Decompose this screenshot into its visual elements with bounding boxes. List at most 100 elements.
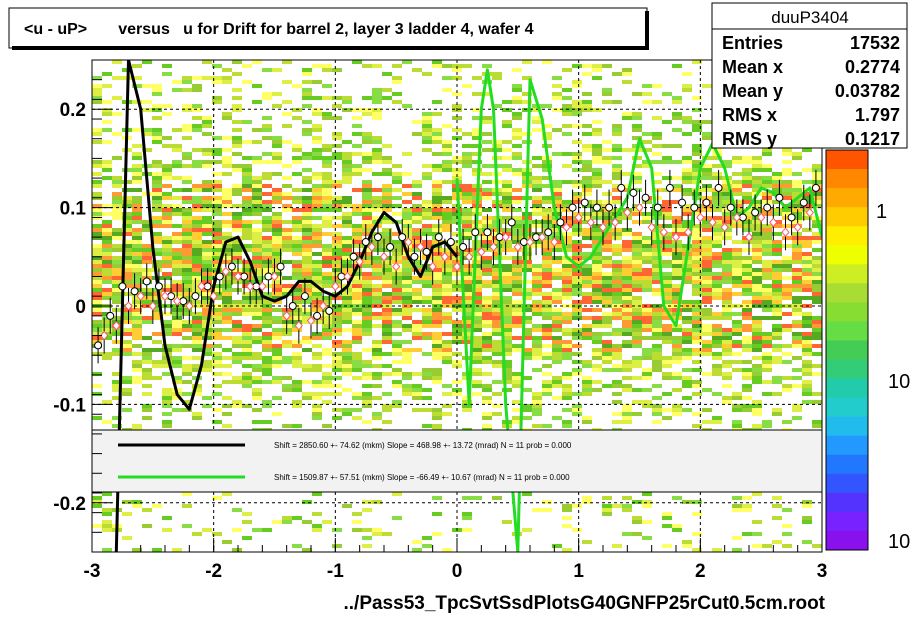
stats-value-2: 0.03782	[835, 81, 900, 101]
stats-value-0: 17532	[850, 33, 900, 53]
point-pink-30	[465, 252, 474, 262]
colorbar-cell-8	[826, 302, 868, 322]
point-pink-10	[221, 266, 230, 277]
point-black-43	[617, 183, 626, 192]
colorbar-label-1: 1	[876, 201, 887, 223]
stats-label-4: RMS y	[722, 129, 777, 149]
point-pink-25	[404, 237, 413, 247]
point-black-4	[142, 277, 151, 286]
axes: -3 -2 -1 0 1 2 3 -0.2 -0.1 0 0.1 0.2	[53, 59, 828, 582]
point-black-58	[799, 198, 808, 207]
point-black-57	[787, 213, 796, 222]
point-pink-7	[185, 301, 194, 311]
x-tick-label-2: -1	[327, 561, 344, 582]
point-black-2	[118, 282, 127, 291]
colorbar-cell-20	[826, 530, 868, 551]
point-pink-4	[148, 301, 157, 311]
point-black-23	[373, 233, 382, 242]
point-pink-49	[696, 212, 705, 223]
point-pink-2	[124, 301, 133, 311]
colorbar-cell-7	[826, 283, 868, 303]
colorbar-cell-11	[826, 359, 868, 380]
point-pink-57	[793, 222, 802, 233]
point-pink-34	[513, 242, 522, 252]
point-pink-42	[611, 217, 620, 228]
colorbar-cell-13	[826, 397, 868, 418]
stats-label-3: RMS x	[722, 105, 777, 125]
point-pink-8	[197, 281, 206, 292]
point-pink-19	[331, 281, 340, 292]
point-black-26	[410, 252, 419, 261]
point-pink-46	[659, 227, 668, 237]
point-pink-52	[732, 212, 741, 223]
point-pink-50	[708, 217, 717, 228]
legend: Shift = 2850.60 +- 74.62 (mkm) Slope = 4…	[91, 429, 823, 493]
point-black-54	[751, 208, 760, 217]
point-pink-53	[744, 232, 754, 242]
colorbar-frame	[825, 149, 869, 551]
point-pink-0	[100, 330, 109, 341]
point-black-38	[556, 218, 565, 227]
point-pink-28	[440, 252, 449, 262]
point-pink-41	[598, 222, 608, 233]
point-pink-27	[428, 261, 437, 272]
point-black-19	[325, 306, 334, 315]
point-black-45	[641, 193, 650, 202]
point-pink-39	[574, 212, 583, 223]
colorbar-cell-12	[826, 378, 868, 399]
point-black-11	[227, 262, 236, 271]
point-pink-33	[501, 232, 510, 242]
point-pink-11	[233, 271, 243, 282]
point-black-44	[629, 188, 638, 197]
point-black-27	[422, 247, 431, 256]
colorbar-cell-14	[826, 416, 868, 437]
point-pink-44	[635, 202, 644, 213]
point-pink-14	[270, 271, 279, 282]
stats-value-1: 0.2774	[845, 57, 900, 77]
colorbar-cell-1	[826, 169, 868, 189]
point-pink-18	[319, 301, 328, 311]
colorbar-cell-3	[826, 207, 868, 227]
point-black-18	[313, 311, 322, 320]
point-pink-31	[477, 247, 486, 257]
point-black-5	[154, 282, 163, 291]
point-black-0	[94, 341, 103, 350]
point-pink-26	[416, 242, 425, 252]
point-pink-54	[757, 212, 766, 223]
point-pink-21	[355, 256, 364, 267]
colorbar-cell-16	[826, 454, 868, 475]
colorbar-cell-10	[826, 340, 868, 361]
point-pink-35	[525, 237, 535, 247]
point-pink-17	[306, 316, 316, 326]
stats-label-0: Entries	[722, 33, 783, 53]
x-tick-label-4: 1	[573, 561, 584, 582]
point-pink-12	[246, 281, 255, 292]
data-points	[94, 169, 820, 364]
point-pink-13	[258, 281, 267, 292]
point-black-39	[568, 203, 577, 212]
point-pink-55	[769, 217, 778, 228]
point-pink-43	[623, 207, 632, 218]
point-pink-24	[392, 261, 401, 272]
colorbar-label-10a: 10	[888, 371, 910, 393]
colorbar-cell-18	[826, 492, 868, 513]
colorbar-cell-19	[826, 511, 868, 532]
point-pink-9	[209, 291, 218, 301]
colorbar-cell-0	[826, 150, 868, 170]
point-black-47	[665, 183, 674, 192]
colorbar-label-10b: 10	[888, 531, 910, 553]
point-black-41	[592, 203, 601, 212]
point-black-30	[459, 242, 468, 251]
colorbar-cell-2	[826, 188, 868, 208]
point-black-21	[349, 252, 358, 261]
point-pink-32	[489, 242, 498, 252]
point-black-10	[215, 272, 224, 281]
y-tick-label-2: 0	[75, 297, 86, 318]
x-tick-label-6: 3	[817, 561, 828, 582]
y-tick-label-0: -0.2	[53, 494, 86, 515]
colorbar-labels: 1 10 10	[876, 201, 910, 553]
x-tick-label-1: -2	[205, 561, 222, 582]
x-tick-label-3: 0	[452, 561, 463, 582]
